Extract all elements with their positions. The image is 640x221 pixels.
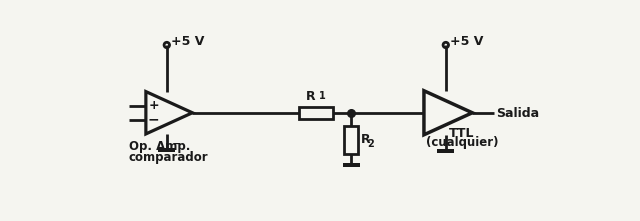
Text: R: R bbox=[362, 133, 371, 146]
Text: Salida: Salida bbox=[497, 107, 540, 120]
Text: 1: 1 bbox=[319, 91, 326, 101]
Bar bbox=[343, 163, 360, 168]
Text: +5 V: +5 V bbox=[450, 35, 483, 48]
Text: −: − bbox=[148, 113, 159, 127]
Text: 2: 2 bbox=[367, 139, 374, 149]
Bar bbox=[344, 126, 358, 154]
Text: (cualquier): (cualquier) bbox=[426, 136, 499, 149]
Bar bbox=[158, 148, 175, 152]
Text: +5 V: +5 V bbox=[171, 35, 204, 48]
Text: TTL: TTL bbox=[449, 127, 475, 140]
Text: comparador: comparador bbox=[129, 151, 209, 164]
Bar bbox=[437, 149, 454, 153]
Text: +: + bbox=[148, 99, 159, 112]
Bar bbox=[300, 107, 333, 119]
Text: R: R bbox=[306, 90, 316, 103]
Text: Op. Amp.: Op. Amp. bbox=[129, 140, 190, 153]
Text: −: − bbox=[173, 139, 181, 149]
